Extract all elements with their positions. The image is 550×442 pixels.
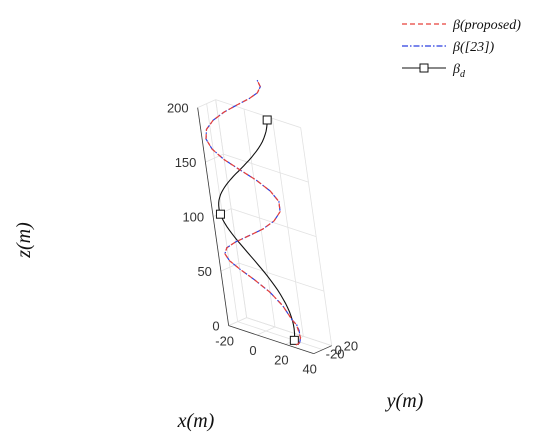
z-tick-label: 0	[212, 319, 219, 334]
z-axis-line	[197, 107, 230, 326]
back-wall-grid-line	[223, 153, 309, 183]
series-line-0	[205, 79, 302, 346]
x-tick-label: -20	[215, 334, 234, 349]
legend-entry-ref23: β([23])	[402, 40, 495, 55]
back-wall-grid-line	[215, 99, 301, 129]
left-wall-grid-line	[228, 317, 247, 327]
back-wall-grid-line	[231, 208, 317, 238]
legend-entry-proposed: β(proposed)	[402, 18, 521, 33]
y-tick-label: 20	[344, 339, 358, 354]
z-axis-label: z(m)	[13, 222, 35, 259]
legend-label-proposed: β(proposed)	[452, 18, 521, 33]
y-axis-line	[313, 345, 332, 355]
z-tick-label: 150	[175, 155, 197, 170]
y-axis-label: y(m)	[385, 390, 424, 412]
back-wall-grid-line	[238, 262, 325, 292]
y-tick-label: -20	[326, 347, 345, 362]
series-marker	[289, 335, 299, 345]
z-tick-label: 50	[197, 264, 211, 279]
legend: β(proposed) β([23]) βd	[402, 18, 521, 80]
series-marker	[215, 209, 225, 219]
legend-marker-square	[419, 63, 429, 73]
legend-label-desired-subscript: d	[460, 69, 466, 80]
left-wall-grid-line	[220, 262, 240, 272]
x-axis-label: x(m)	[177, 410, 215, 432]
z-tick-label: 100	[182, 210, 204, 225]
left-wall-grid-line	[197, 99, 216, 109]
floor-grid-line	[237, 321, 323, 351]
x-tick-label: 20	[274, 352, 288, 367]
legend-label-ref23: β([23])	[452, 40, 495, 55]
x-tick-label: 40	[302, 362, 316, 377]
x-tick-label: 0	[249, 343, 256, 358]
back-wall-grid-line	[246, 317, 332, 347]
left-wall-grid-line	[205, 153, 224, 163]
x-axis-line	[228, 325, 314, 355]
y-tick-label: 0	[335, 343, 342, 358]
legend-entry-desired: βd	[402, 62, 466, 80]
z-tick-label: 200	[167, 101, 189, 116]
series-marker	[262, 115, 272, 125]
grid-lines	[197, 99, 333, 355]
data-series	[205, 79, 302, 346]
legend-label-desired: βd	[452, 62, 466, 80]
